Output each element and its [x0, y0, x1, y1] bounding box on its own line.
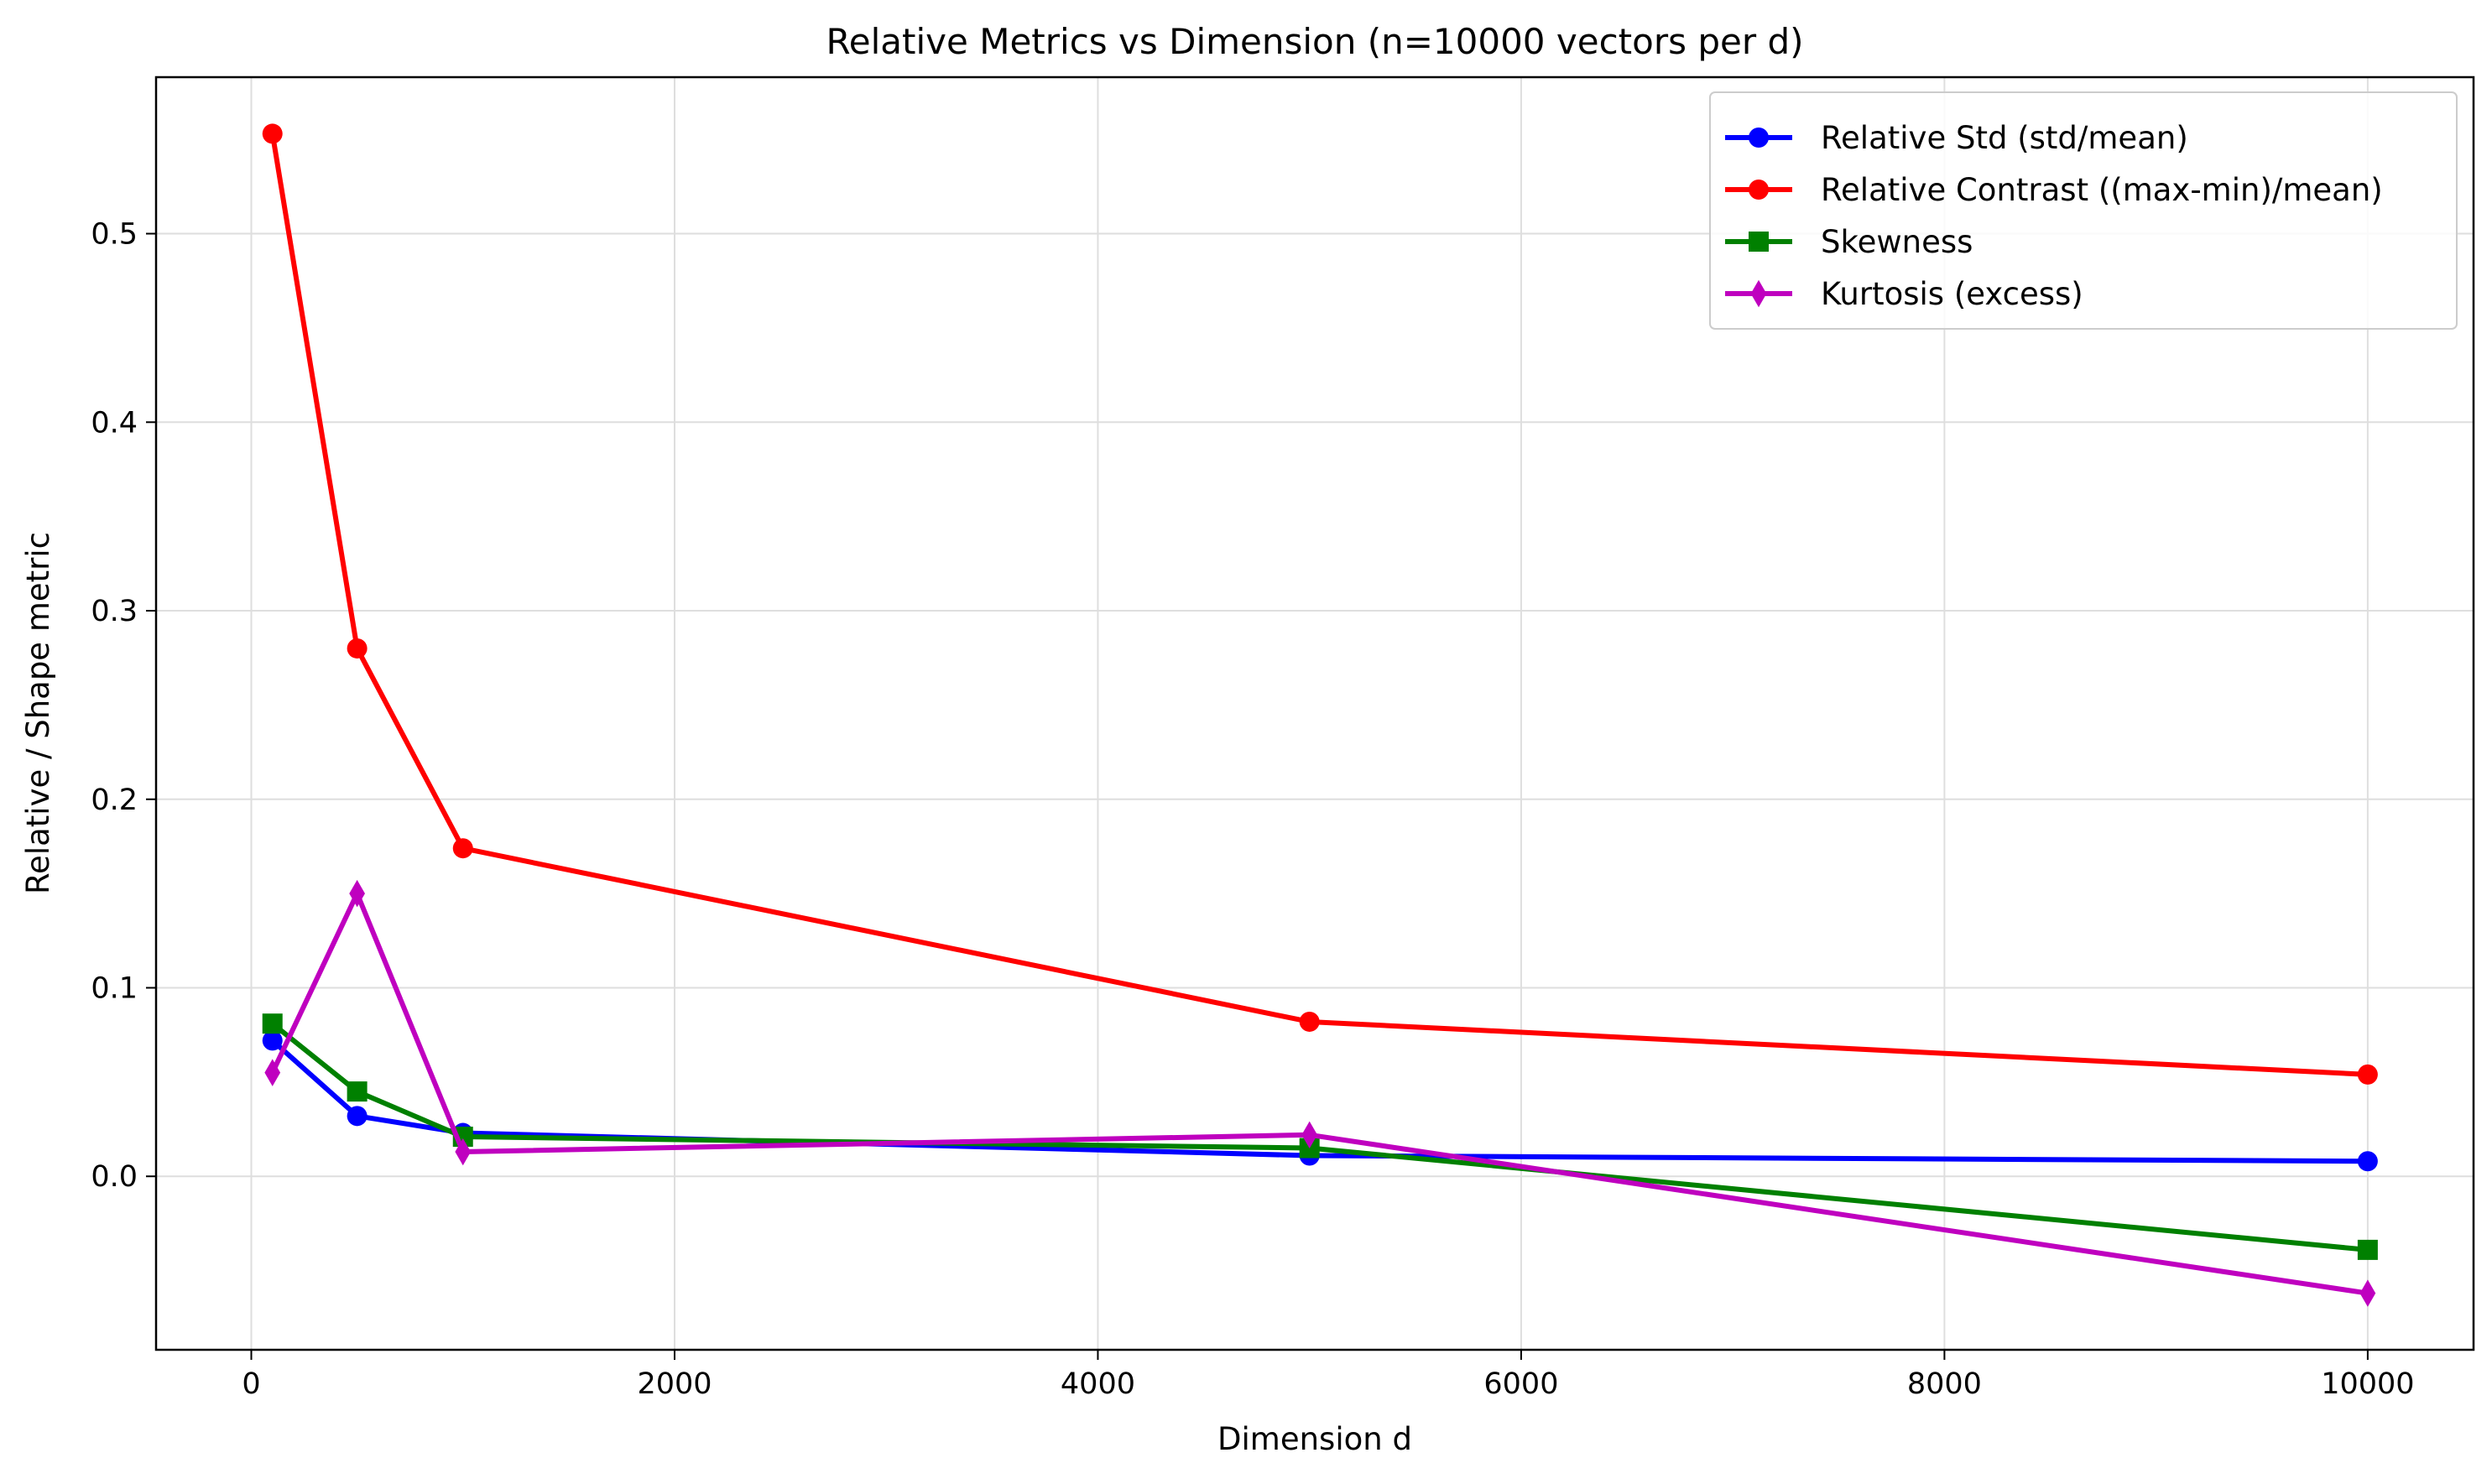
legend: Relative Std (std/mean) Relative Contrast… [1709, 91, 2458, 330]
x-tick-label: 2000 [637, 1367, 712, 1401]
data-point [1299, 1011, 1320, 1032]
legend-label: Kurtosis (excess) [1821, 276, 2083, 312]
chart-title: Relative Metrics vs Dimension (n=10000 v… [826, 21, 1804, 62]
legend-label: Relative Std (std/mean) [1821, 120, 2188, 156]
y-tick-label: 0.5 [91, 218, 138, 252]
x-tick-label: 0 [242, 1367, 260, 1401]
y-tick-label: 0.0 [91, 1160, 138, 1194]
grid [156, 77, 2474, 1350]
y-tick-label: 0.2 [91, 784, 138, 817]
x-tick-label: 10000 [2321, 1367, 2414, 1401]
data-point [264, 1059, 281, 1086]
x-tick-label: 4000 [1061, 1367, 1135, 1401]
data-point [455, 1138, 472, 1166]
x-tick-label: 8000 [1907, 1367, 1982, 1401]
legend-box [1709, 91, 2458, 330]
legend-label: Relative Contrast ((max-min)/mean) [1821, 172, 2383, 208]
series-layer [262, 123, 2378, 1307]
data-point [2359, 1279, 2376, 1307]
legend-marker [1749, 128, 1769, 148]
data-point [349, 879, 365, 908]
legend-item: Relative Contrast ((max-min)/mean) [1725, 172, 2383, 208]
x-axis-label: Dimension d [1217, 1421, 1412, 1457]
y-tick-label: 0.1 [91, 971, 138, 1005]
data-point [2357, 1151, 2378, 1172]
y-tick-label: 0.4 [91, 406, 138, 440]
x-tick-label: 6000 [1483, 1367, 1558, 1401]
data-point [262, 1013, 283, 1034]
series-4 [264, 879, 2376, 1307]
data-point [2357, 1064, 2378, 1085]
data-point [347, 1106, 368, 1127]
data-point [347, 638, 368, 659]
data-point [347, 1081, 368, 1102]
ticks: 0 2000 4000 6000 8000 10000 0.0 0.1 0.2 0.3 0.4 0.5 [91, 218, 2414, 1401]
data-point [2357, 1239, 2378, 1260]
series-2 [262, 123, 2378, 1085]
legend-marker [1749, 180, 1769, 200]
legend-item: Kurtosis (excess) [1725, 276, 2083, 312]
data-point [262, 1030, 283, 1051]
y-axis-label: Relative / Shape metric [20, 532, 56, 894]
legend-marker [1749, 232, 1769, 252]
plot-frame [154, 76, 2475, 1351]
legend-label: Skewness [1821, 224, 1973, 260]
data-point [262, 123, 283, 144]
legend-marker [1750, 279, 1767, 308]
legend-item: Relative Std (std/mean) [1725, 120, 2188, 156]
legend-item: Skewness [1725, 224, 1973, 260]
data-point [1301, 1121, 1318, 1148]
y-tick-label: 0.3 [91, 595, 138, 628]
data-point [452, 838, 473, 859]
